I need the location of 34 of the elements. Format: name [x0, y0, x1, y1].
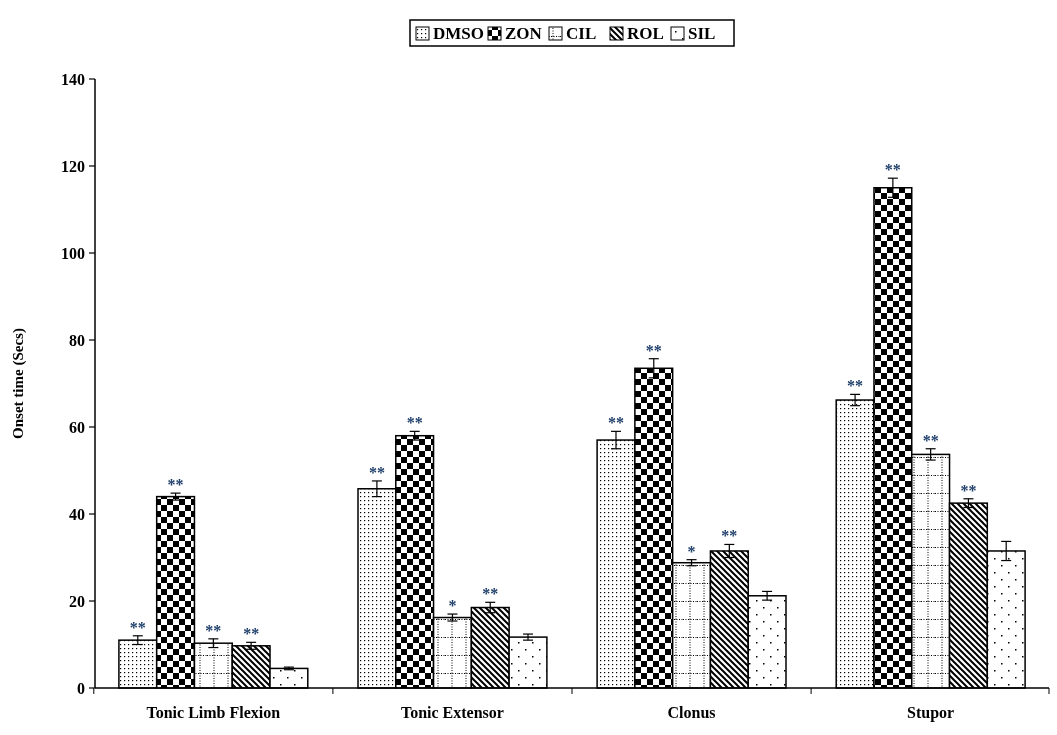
data-label: ** — [205, 621, 222, 639]
data-label: ** — [922, 431, 939, 449]
data-label: ** — [129, 618, 146, 636]
y-tick-label: 120 — [61, 157, 85, 175]
legend-label: ROL — [627, 24, 664, 43]
data-label: ** — [721, 527, 738, 545]
data-label: ** — [645, 341, 662, 359]
y-tick-label: 100 — [61, 244, 85, 262]
data-label: ** — [243, 625, 260, 643]
x-tick-label: Clonus — [667, 704, 716, 721]
data-label: ** — [482, 585, 499, 603]
data-label: ** — [960, 481, 977, 499]
x-tick-label: Tonic Limb Flexion — [146, 704, 281, 721]
data-label: ** — [406, 414, 423, 432]
legend-label: DMSO — [433, 24, 484, 43]
x-tick-label: Tonic Extensor — [400, 704, 504, 721]
y-tick-label: 40 — [69, 505, 85, 523]
y-tick-label: 140 — [61, 70, 85, 88]
legend-label: SIL — [688, 24, 716, 43]
data-label: * — [448, 597, 457, 615]
y-tick-label: 20 — [69, 592, 85, 610]
data-label: ** — [607, 414, 624, 432]
y-tick-label: 0 — [77, 679, 85, 697]
x-tick-label: Stupor — [907, 704, 955, 722]
legend-label: CIL — [566, 24, 597, 43]
y-tick-label: 80 — [69, 331, 85, 349]
y-axis-title: Onset time (Secs) — [10, 328, 27, 439]
data-label: * — [687, 542, 696, 560]
legend-label: ZON — [505, 24, 543, 43]
data-label: ** — [368, 463, 385, 481]
data-label: ** — [847, 377, 864, 395]
data-label: ** — [884, 161, 901, 179]
data-label: ** — [167, 476, 184, 494]
y-tick-label: 60 — [69, 418, 85, 436]
